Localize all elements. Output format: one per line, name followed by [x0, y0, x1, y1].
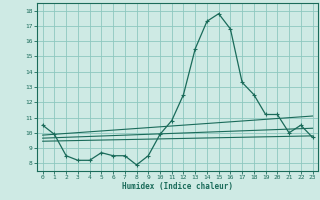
- X-axis label: Humidex (Indice chaleur): Humidex (Indice chaleur): [122, 182, 233, 191]
